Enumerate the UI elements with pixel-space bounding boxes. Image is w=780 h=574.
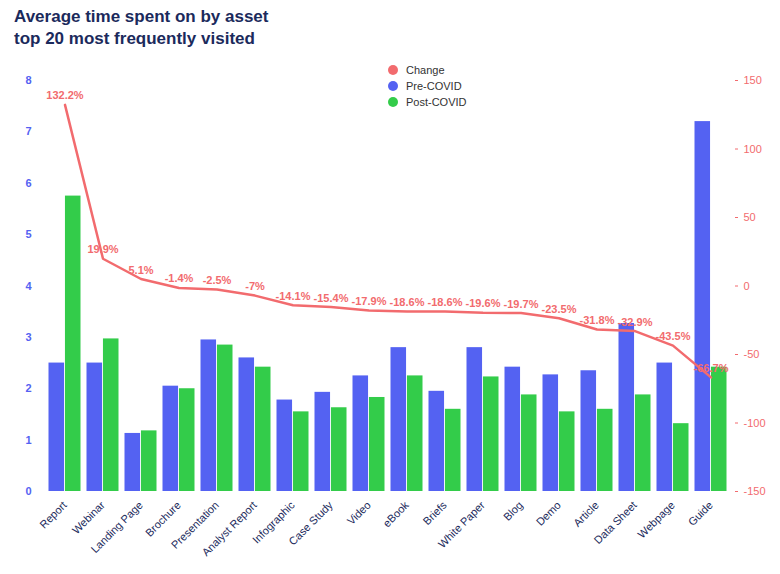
svg-text:100: 100 (744, 143, 762, 155)
svg-text:2: 2 (25, 382, 31, 394)
svg-text:-31.8%: -31.8% (580, 314, 615, 326)
svg-text:-1.4%: -1.4% (165, 272, 194, 284)
svg-text:-17.9%: -17.9% (352, 295, 387, 307)
svg-text:Webinar: Webinar (70, 499, 108, 537)
svg-text:5: 5 (25, 228, 31, 240)
svg-text:132.2%: 132.2% (46, 89, 84, 101)
svg-text:-2.5%: -2.5% (203, 274, 232, 286)
svg-text:Briefs: Briefs (421, 498, 450, 527)
html-text:top 20 most frequently visited: top 20 most frequently visited (14, 29, 255, 48)
svg-text:150: 150 (744, 74, 762, 86)
svg-text:7: 7 (25, 125, 31, 137)
svg-text:eBook: eBook (380, 498, 411, 529)
svg-text:-100: -100 (744, 417, 766, 429)
svg-text:-19.6%: -19.6% (466, 297, 501, 309)
svg-text:5.1%: 5.1% (128, 264, 153, 276)
svg-text:Article: Article (571, 499, 601, 529)
svg-text:-43.5%: -43.5% (656, 330, 691, 342)
svg-text:3: 3 (25, 331, 31, 343)
svg-text:Analyst Report: Analyst Report (199, 499, 259, 559)
svg-text:Report: Report (37, 499, 69, 531)
svg-text:19.9%: 19.9% (87, 243, 118, 255)
svg-text:Landing Page: Landing Page (88, 499, 145, 556)
svg-text:Demo: Demo (534, 499, 563, 528)
svg-text:-14.1%: -14.1% (276, 290, 311, 302)
html-text:Post-COVID: Post-COVID (406, 96, 467, 108)
svg-text:-18.6%: -18.6% (390, 296, 425, 308)
svg-text:-23.5%: -23.5% (542, 303, 577, 315)
svg-text:Video: Video (345, 499, 373, 527)
svg-text:Guide: Guide (686, 499, 715, 528)
svg-text:Webpage: Webpage (635, 499, 677, 541)
svg-text:8: 8 (25, 74, 31, 86)
svg-text:Brochure: Brochure (143, 499, 183, 539)
svg-text:-150: -150 (744, 485, 766, 497)
svg-text:-32.9%: -32.9% (618, 316, 653, 328)
svg-text:Blog: Blog (501, 499, 525, 523)
svg-text:White Paper: White Paper (436, 499, 488, 551)
svg-text:-18.6%: -18.6% (428, 296, 463, 308)
svg-text:0: 0 (744, 280, 750, 292)
svg-text:-7%: -7% (245, 280, 265, 292)
svg-text:Presentation: Presentation (168, 498, 221, 551)
svg-text:Infographic: Infographic (249, 498, 297, 546)
svg-text:50: 50 (744, 211, 756, 223)
svg-text:0: 0 (25, 485, 31, 497)
html-text:Change: Change (406, 64, 445, 76)
svg-text:-15.4%: -15.4% (314, 292, 349, 304)
html-text:Average time spent on by asset: Average time spent on by asset (14, 7, 269, 26)
svg-text:Case Study: Case Study (286, 498, 335, 547)
svg-text:6: 6 (25, 177, 31, 189)
svg-text:4: 4 (25, 280, 32, 292)
svg-text:1: 1 (25, 434, 31, 446)
html-text:Pre-COVID: Pre-COVID (406, 80, 462, 92)
svg-text:-66.7%: -66.7% (694, 362, 729, 374)
svg-text:-19.7%: -19.7% (504, 298, 539, 310)
svg-text:-50: -50 (744, 348, 760, 360)
svg-text:Data Sheet: Data Sheet (591, 499, 638, 546)
